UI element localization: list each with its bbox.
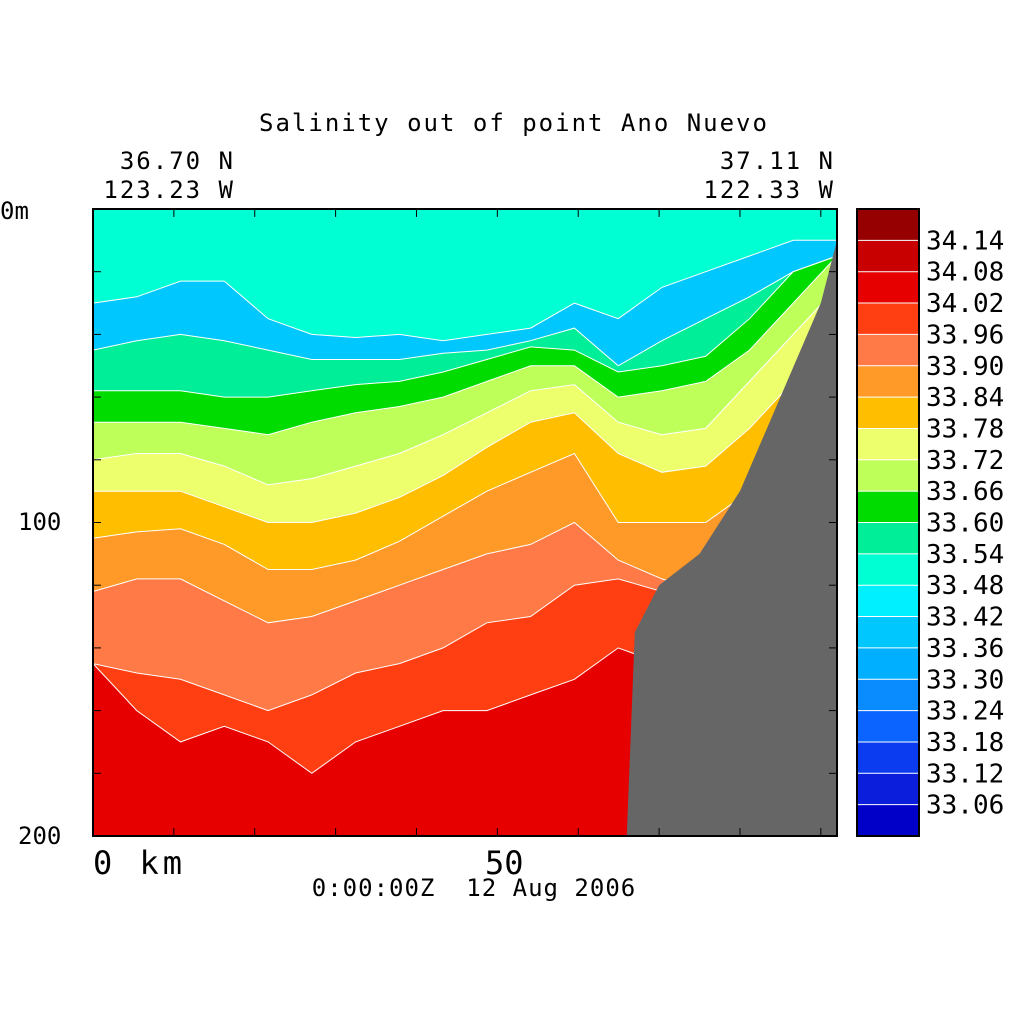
y-axis-ticks: [93, 208, 837, 837]
x-tick-label-50: 50: [485, 844, 524, 882]
colorbar-segment: [857, 741, 919, 774]
colorbar-segment: [857, 428, 919, 461]
colorbar-segment: [857, 773, 919, 806]
colorbar-segment: [857, 397, 919, 429]
contour-line: [93, 334, 838, 523]
colorbar-label: 33.54: [926, 540, 1004, 570]
colorbar-labels: 33.0633.1233.1833.2433.3033.3633.4233.48…: [926, 226, 1004, 820]
colorbar-label: 33.90: [926, 352, 1004, 382]
contour-line: [93, 255, 838, 398]
colorbar-segment: [857, 522, 919, 555]
contour-line: [92, 239, 837, 342]
seafloor-shape: [626, 240, 837, 837]
x-tick-label-0: 0 km: [93, 844, 186, 882]
colorbar-label: 33.36: [926, 634, 1004, 664]
colorbar-label: 33.84: [926, 383, 1004, 413]
colorbar-segment: [857, 679, 919, 712]
colorbar-label: 34.14: [926, 226, 1004, 256]
y-tick-label-0: 0m: [0, 197, 29, 225]
colorbar-segment: [857, 710, 919, 743]
colorbar-label: 33.06: [926, 791, 1004, 821]
colorbar-segment: [857, 491, 919, 523]
colorbar-label: 33.18: [926, 728, 1004, 758]
colorbar-segment: [857, 271, 919, 304]
y-tick-label-100: 100: [18, 508, 61, 536]
x-axis-ticks: [173, 209, 822, 836]
colorbar-label: 33.42: [926, 603, 1004, 633]
chart-title: Salinity out of point Ano Nuevo: [259, 109, 769, 137]
timestamp: 0:00:00Z 12 Aug 2006: [312, 874, 636, 902]
end-longitude: 122.33 W: [703, 176, 835, 204]
colorbar-segment: [857, 209, 919, 241]
colorbar-label: 33.72: [926, 446, 1004, 476]
colorbar-label: 33.78: [926, 414, 1004, 444]
y-tick-label-200: 200: [18, 822, 61, 850]
colorbar-label: 33.66: [926, 477, 1004, 507]
colorbar-label: 33.12: [926, 759, 1004, 789]
colorbar-segment: [857, 804, 919, 837]
colorbar-segment: [857, 553, 919, 586]
colorbar-label: 34.02: [926, 289, 1004, 319]
colorbar-frame: [856, 208, 920, 837]
end-latitude: 37.11 N: [720, 147, 835, 175]
colorbar-label: 34.08: [926, 258, 1004, 288]
contour-line: [92, 255, 838, 367]
contour-line: [92, 381, 838, 570]
colorbar-segment: [857, 647, 919, 680]
colorbar-label: 33.48: [926, 571, 1004, 601]
colorbar-label: 33.96: [926, 320, 1004, 350]
contour-line: [93, 255, 838, 436]
colorbar-label: 33.24: [926, 697, 1004, 727]
colorbar-segment: [857, 365, 919, 398]
colorbar-segment: [857, 240, 919, 273]
contour-line: [92, 287, 838, 486]
colorbar-segment: [857, 585, 919, 618]
colorbar-label: 33.60: [926, 509, 1004, 539]
colorbar-segment: [857, 303, 919, 335]
colorbar-segment: [857, 334, 919, 367]
colorbar-label: 33.30: [926, 665, 1004, 695]
colorbar-segment: [857, 616, 919, 649]
start-longitude: 123.23 W: [103, 176, 235, 204]
start-latitude: 36.70 N: [120, 147, 235, 175]
colorbar-segment: [857, 459, 919, 492]
colorbar: [857, 209, 919, 837]
